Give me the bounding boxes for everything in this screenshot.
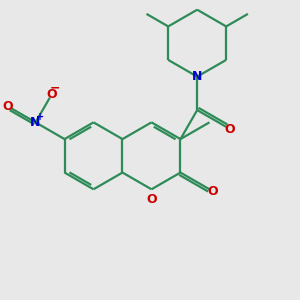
Text: N: N xyxy=(30,116,41,129)
Text: N: N xyxy=(192,70,202,83)
Text: O: O xyxy=(2,100,13,113)
Text: O: O xyxy=(207,184,218,197)
Text: O: O xyxy=(225,122,235,136)
Text: +: + xyxy=(36,112,45,122)
Text: O: O xyxy=(46,88,57,101)
Text: −: − xyxy=(50,82,61,94)
Text: O: O xyxy=(146,193,157,206)
